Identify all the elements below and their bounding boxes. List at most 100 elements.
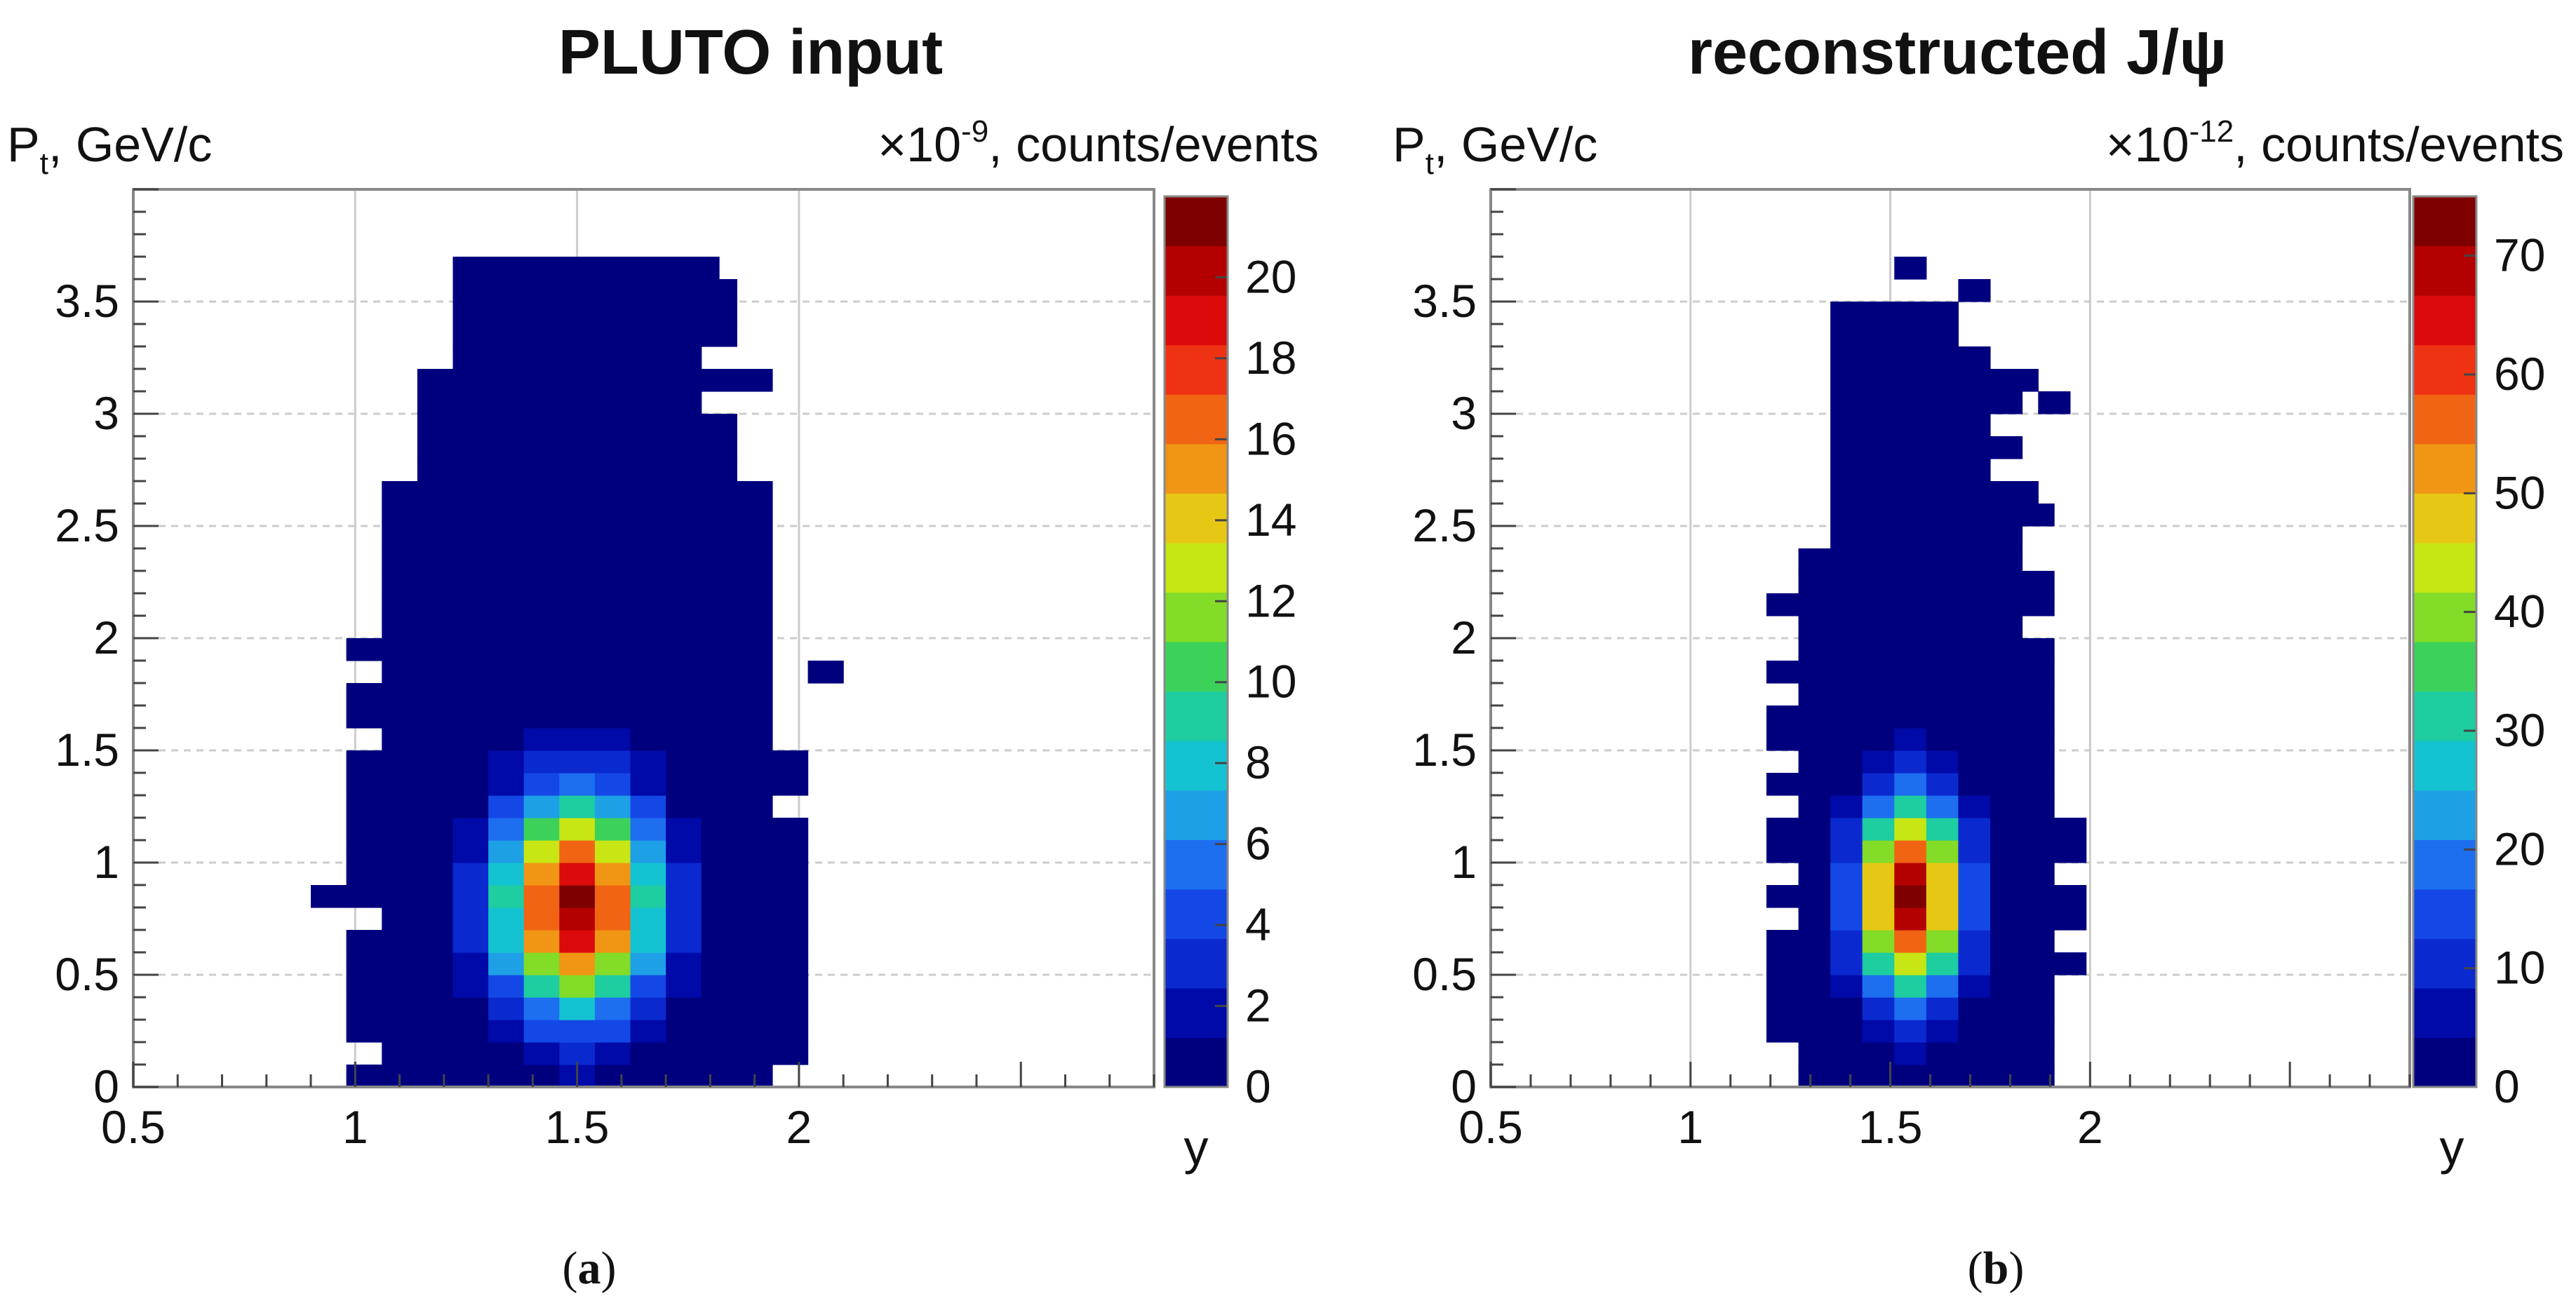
panel-a-bin xyxy=(559,840,596,863)
panel-b-bin xyxy=(1958,907,1991,931)
panel-a-bin xyxy=(346,773,382,796)
panel-a-bins xyxy=(311,257,844,1088)
panel-a-bin xyxy=(701,1065,737,1088)
panel-a-bin xyxy=(452,459,489,482)
panel-a-bin xyxy=(382,818,418,841)
panel-b-bin xyxy=(1926,997,1959,1020)
panel-b-bin xyxy=(1830,1065,1863,1088)
panel-a-bin xyxy=(523,1065,560,1088)
panel-b-bin xyxy=(1830,616,1863,639)
panel-a-colorbar-segment xyxy=(1165,542,1228,593)
panel-a-bin xyxy=(382,795,418,818)
panel-a-bin xyxy=(630,907,666,931)
panel-a-bin xyxy=(346,1020,382,1043)
panel-a-bin xyxy=(346,975,382,998)
panel-a-bin xyxy=(630,279,666,302)
panel-a-bin xyxy=(772,885,809,908)
panel-a-bin xyxy=(737,930,773,953)
panel-b-bin xyxy=(2054,885,2087,908)
panel-b-bin xyxy=(1830,1042,1863,1065)
panel-a-bin xyxy=(630,324,666,347)
panel-b-x-tick-label: 1.5 xyxy=(1858,1101,1923,1153)
panel-b-bin xyxy=(1894,863,1927,886)
panel-b-bin xyxy=(1894,616,1927,639)
panel-a-bin xyxy=(488,324,525,347)
panel-b-bin xyxy=(1766,818,1799,841)
panel-a-bin xyxy=(666,302,702,325)
panel-a-colorbar-label: 16 xyxy=(1245,412,1296,464)
panel-a-bin xyxy=(488,661,525,684)
panel-b-bin xyxy=(1798,818,1831,841)
panel-b-zlabel-exp: -12 xyxy=(2189,114,2234,149)
panel-b-bin xyxy=(1958,526,1991,549)
panel-b-colorbar-label: 10 xyxy=(2494,942,2545,994)
panel-b-bin xyxy=(1958,414,1991,437)
panel-b-bin xyxy=(1862,1042,1895,1065)
panel-a-bin xyxy=(523,324,560,347)
panel-a-bin xyxy=(523,459,560,482)
panel-b-bin xyxy=(2022,1020,2055,1043)
panel-a-bin xyxy=(417,504,454,527)
panel-a-colorbar-segment xyxy=(1165,245,1228,296)
panel-a-bin xyxy=(488,840,525,863)
panel-a-bin xyxy=(488,414,525,437)
panel-b-colorbar-segment xyxy=(2413,741,2476,791)
panel-a-bin xyxy=(452,907,489,931)
panel-b-bin xyxy=(1862,975,1895,998)
panel-a-bin xyxy=(772,930,809,953)
panel-a-bin xyxy=(630,840,666,863)
panel-a-bin xyxy=(559,571,596,594)
panel-a-bin xyxy=(666,683,702,706)
panel-b-bin xyxy=(1766,975,1799,998)
panel-a-bin xyxy=(523,571,560,594)
panel-a-bin xyxy=(630,930,666,953)
panel-b-colorbar-segment xyxy=(2413,394,2476,445)
panel-b-bin xyxy=(1958,930,1991,953)
panel-a-bin xyxy=(417,391,454,414)
panel-a-bin xyxy=(559,885,596,908)
panel-a-bin xyxy=(559,773,596,796)
panel-a-bin xyxy=(523,795,560,818)
panel-a-bin xyxy=(559,504,596,527)
panel-a-bin xyxy=(594,638,631,661)
panel-a-bin xyxy=(737,885,773,908)
panel-a-bin xyxy=(594,907,631,931)
panel-a-bin xyxy=(594,952,631,975)
panel-a-bin xyxy=(346,795,382,818)
panel-b-bin xyxy=(2022,975,2055,998)
panel-a-bin xyxy=(559,1042,596,1065)
panel-a-bin xyxy=(594,324,631,347)
panel-b-bin xyxy=(1958,391,1991,414)
panel-a-ylabel-sub: t xyxy=(40,147,48,181)
panel-a-bin xyxy=(346,638,382,661)
panel-b-colorbar-segment xyxy=(2413,542,2476,593)
panel-a-bin xyxy=(666,818,702,841)
panel-b-bin xyxy=(1894,997,1927,1020)
panel-b-bin xyxy=(1766,728,1799,751)
panel-a-bin xyxy=(737,907,773,931)
panel-b-bin xyxy=(1990,750,2023,774)
panel-b-bin xyxy=(1990,1020,2023,1043)
panel-a-bin xyxy=(737,818,773,841)
panel-a-bin xyxy=(417,1065,454,1088)
panel-a-bin xyxy=(630,414,666,437)
panel-b-bin xyxy=(1798,1042,1831,1065)
panel-a-bin xyxy=(701,773,737,796)
panel-a-bin xyxy=(772,818,809,841)
panel-b-bin xyxy=(1990,593,2023,616)
panel-b-bin xyxy=(1990,930,2023,953)
panel-b-bin xyxy=(1894,661,1927,684)
panel-a-bin xyxy=(382,548,418,572)
panel-a-caption-letter: a xyxy=(578,1243,601,1294)
panel-b-bin xyxy=(1958,885,1991,908)
panel-a-bin xyxy=(559,975,596,998)
panel-b-bin xyxy=(2022,997,2055,1020)
panel-b-bin xyxy=(1798,593,1831,616)
panel-a-bin xyxy=(630,750,666,774)
panel-a-bin xyxy=(630,661,666,684)
panel-a-bin xyxy=(630,616,666,639)
panel-b-bin xyxy=(1830,504,1863,527)
panel-a-bin xyxy=(346,885,382,908)
panel-b-bin xyxy=(1862,930,1895,953)
panel-a-bin xyxy=(701,997,737,1020)
